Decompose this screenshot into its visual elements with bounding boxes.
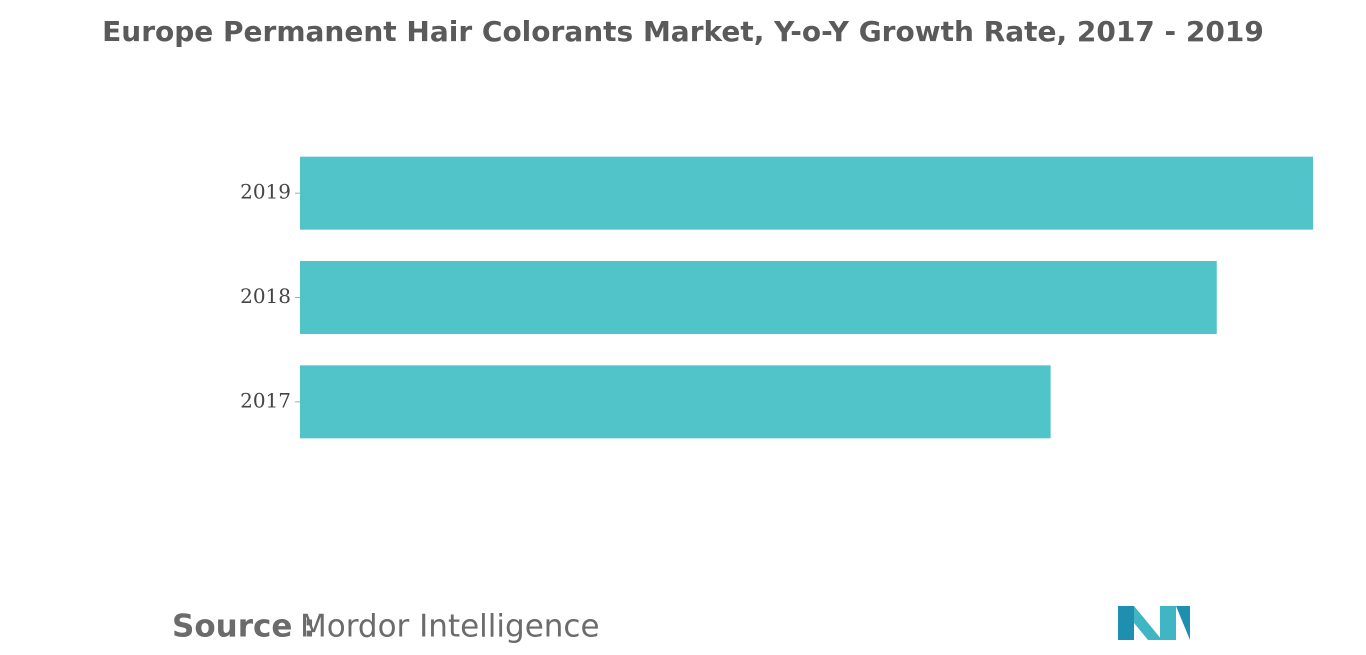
y-tick-label: 2018 — [240, 284, 291, 308]
source-text: Mordor Intelligence — [300, 609, 600, 645]
bar — [300, 261, 1217, 334]
y-tick-label: 2017 — [240, 388, 291, 412]
logo — [1118, 606, 1190, 640]
bar — [300, 156, 1313, 230]
bar — [300, 365, 1051, 439]
y-tick-label: 2019 — [240, 180, 291, 204]
chart-title: Europe Permanent Hair Colorants Market, … — [102, 15, 1264, 48]
source-label: Source : — [172, 609, 316, 645]
